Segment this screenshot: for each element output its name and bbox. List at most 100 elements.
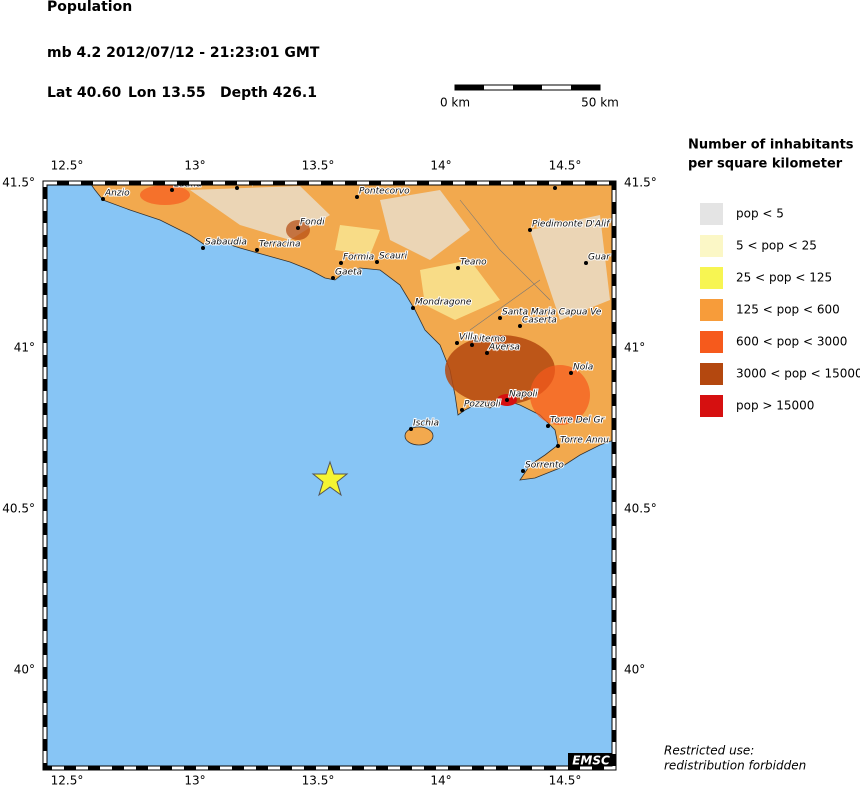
city-label: Pontecorvo bbox=[359, 187, 410, 197]
city-dot bbox=[569, 371, 573, 375]
lat-label: 41° bbox=[14, 341, 35, 355]
city-dot bbox=[355, 195, 359, 199]
city-label: Guar bbox=[588, 253, 611, 263]
city-label: Sabaudia bbox=[205, 238, 247, 248]
legend-swatch bbox=[700, 235, 723, 257]
legend-swatch bbox=[700, 363, 723, 385]
depth: Depth 426.1 bbox=[220, 85, 317, 101]
lat-label: 40° bbox=[14, 663, 35, 677]
city-dot bbox=[546, 424, 550, 428]
lon-label: 12.5° bbox=[51, 159, 84, 173]
city-label: Torre Annu bbox=[560, 436, 609, 446]
city-label: Sorrento bbox=[525, 461, 564, 471]
city-dot bbox=[411, 306, 415, 310]
lat-label: 40.5° bbox=[2, 502, 35, 516]
lon-label: 13° bbox=[184, 774, 205, 788]
lat-label: 41.5° bbox=[624, 176, 657, 190]
city-label: Gaeta bbox=[335, 268, 362, 278]
title: Population bbox=[47, 0, 132, 15]
lat-label: 40° bbox=[624, 663, 645, 677]
event-info: mb 4.2 2012/07/12 - 21:23:01 GMT bbox=[47, 45, 320, 61]
lat: Lat 40.60 bbox=[47, 85, 121, 101]
city-label: Scauri bbox=[379, 252, 408, 262]
lat-label: 40.5° bbox=[624, 502, 657, 516]
city-label: Formia bbox=[343, 253, 374, 263]
legend-swatch bbox=[700, 299, 723, 321]
city-dot bbox=[331, 276, 335, 280]
city-label: Santa Maria Capua Ve bbox=[502, 308, 602, 318]
mid-density-area bbox=[335, 225, 500, 320]
legend-swatch bbox=[700, 267, 723, 289]
city-label: Anzio bbox=[104, 189, 130, 199]
city-label: Latina bbox=[174, 180, 202, 190]
legend-title: Number of inhabitants bbox=[688, 138, 854, 153]
lat-label: 41° bbox=[624, 341, 645, 355]
city-label: Terracina bbox=[259, 240, 301, 250]
city-dot bbox=[460, 408, 464, 412]
note: redistribution forbidden bbox=[664, 759, 806, 773]
city-dot bbox=[455, 341, 459, 345]
legend-label: pop > 15000 bbox=[736, 399, 814, 413]
city-label: Napoli bbox=[509, 390, 538, 400]
city-dot bbox=[235, 186, 239, 190]
urban bbox=[530, 365, 590, 425]
city-dot bbox=[521, 469, 525, 473]
napoli-urban bbox=[445, 335, 555, 405]
city-label: Torre Del Gr bbox=[550, 416, 605, 426]
lon-label: 14° bbox=[430, 774, 451, 788]
city-dot bbox=[505, 398, 509, 402]
urban bbox=[140, 185, 190, 205]
legend-label: 600 < pop < 3000 bbox=[736, 335, 847, 349]
city-dot bbox=[375, 260, 379, 264]
city-label: Ischia bbox=[413, 419, 439, 429]
city-label: Pozzuoli bbox=[464, 400, 501, 410]
city-dot bbox=[456, 266, 460, 270]
legend-label: 125 < pop < 600 bbox=[736, 303, 840, 317]
lon-label: 13.5° bbox=[302, 159, 335, 173]
scale-start: 0 km bbox=[440, 96, 470, 110]
city-dot bbox=[518, 324, 522, 328]
city-dot bbox=[201, 246, 205, 250]
city-label: Villa bbox=[459, 333, 478, 343]
city-dot bbox=[485, 351, 489, 355]
city-dot bbox=[470, 343, 474, 347]
frame bbox=[42, 180, 617, 771]
lat-label: 41.5° bbox=[2, 176, 35, 190]
lon-label: 14.5° bbox=[549, 159, 582, 173]
city-label: Piedimonte D'Alif bbox=[532, 220, 611, 230]
legend-label: 5 < pop < 25 bbox=[736, 239, 817, 253]
legend-swatch bbox=[700, 395, 723, 417]
land bbox=[45, 183, 614, 481]
credit-box bbox=[568, 753, 614, 768]
epicenter bbox=[311, 460, 349, 497]
city-dot bbox=[556, 444, 560, 448]
lon: Lon 13.55 bbox=[128, 85, 206, 101]
city-dot bbox=[584, 261, 588, 265]
city-dot bbox=[528, 228, 532, 232]
legend-label: 25 < pop < 125 bbox=[736, 271, 832, 285]
border bbox=[459, 199, 551, 331]
legend-label: 3000 < pop < 15000 bbox=[736, 367, 860, 381]
legend-label: pop < 5 bbox=[736, 207, 784, 221]
city-dot bbox=[101, 197, 105, 201]
city-dot bbox=[339, 261, 343, 265]
city-dot bbox=[170, 188, 174, 192]
note: Restricted use: bbox=[664, 744, 754, 758]
lon-label: 14.5° bbox=[549, 774, 582, 788]
low-density-area bbox=[190, 186, 610, 320]
city-dot bbox=[296, 226, 300, 230]
city-dot bbox=[553, 186, 557, 190]
ischia-island bbox=[404, 426, 434, 446]
lon-label: 13.5° bbox=[302, 774, 335, 788]
lon-label: 13° bbox=[184, 159, 205, 173]
city-label: Caserta bbox=[522, 316, 557, 326]
lon-label: 14° bbox=[430, 159, 451, 173]
legend-title: per square kilometer bbox=[688, 157, 843, 172]
city-label: Literno bbox=[474, 335, 506, 345]
city-label: Aversa bbox=[488, 343, 520, 353]
city-dot bbox=[409, 427, 413, 431]
city-dot bbox=[255, 248, 259, 252]
credit: EMSC bbox=[572, 754, 610, 768]
